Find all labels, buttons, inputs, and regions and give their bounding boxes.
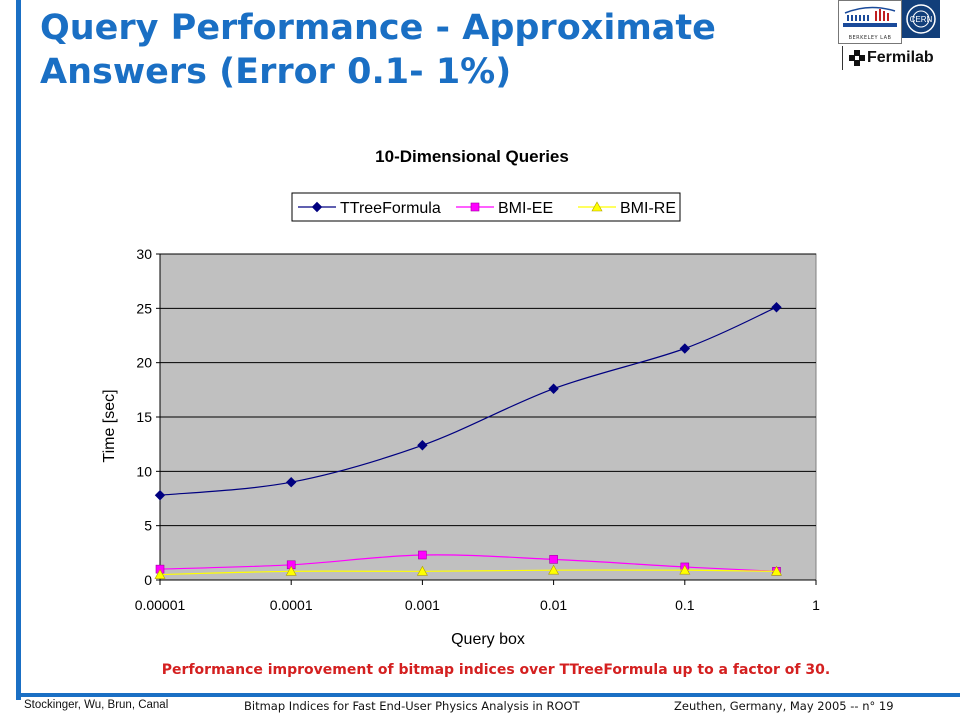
x-tick-label: 0.00001 <box>135 597 186 613</box>
cern-logo-text: CERN <box>910 15 933 24</box>
x-tick-label: 0.1 <box>675 597 695 613</box>
legend-marker <box>470 202 480 212</box>
data-point <box>418 550 427 560</box>
y-tick-label: 5 <box>144 518 152 534</box>
y-tick-label: 25 <box>136 300 152 316</box>
fermilab-label: Fermilab <box>867 49 934 66</box>
legend-item: BMI-EE <box>456 200 553 217</box>
x-tick-label: 0.001 <box>405 597 440 613</box>
x-tick-label: 1 <box>812 597 820 613</box>
y-tick-label: 20 <box>136 355 152 371</box>
data-point <box>679 564 691 575</box>
data-point <box>154 490 166 501</box>
footer-authors: Stockinger, Wu, Brun, Canal <box>24 699 169 711</box>
footer-talk-title: Bitmap Indices for Fast End-User Physics… <box>244 699 580 713</box>
y-tick-label: 0 <box>144 572 152 588</box>
series-ttreeformula <box>154 302 782 501</box>
slide-title: Query Performance - Approximate Answers … <box>40 6 800 94</box>
x-axis-label: Query box <box>451 631 525 648</box>
data-point <box>770 565 783 576</box>
slide-title-line-2: Answers (Error 0.1- 1%) <box>40 52 512 92</box>
legend-label: BMI-EE <box>498 200 553 217</box>
x-tick-label: 0.0001 <box>270 597 313 613</box>
data-point <box>285 565 297 576</box>
series-line <box>159 306 777 496</box>
x-tick-label: 0.01 <box>540 597 567 613</box>
x-axis: 0.00001 0.0001 0.001 0.01 0.1 1 <box>135 579 820 613</box>
data-point <box>548 383 559 394</box>
y-axis-label: Time [sec] <box>101 389 118 462</box>
chart-legend: TTreeFormula BMI-EE BMI-RE <box>291 192 681 222</box>
data-point <box>417 440 428 451</box>
data-point <box>285 476 297 488</box>
fermilab-icon <box>849 50 865 66</box>
legend-label: TTreeFormula <box>340 200 441 217</box>
data-point <box>548 564 560 575</box>
berkeley-lab-logo: BERKELEY LAB <box>838 0 902 44</box>
fermilab-logo: Fermilab <box>842 46 943 70</box>
data-point <box>549 555 558 564</box>
cern-logo: CERN <box>902 0 940 38</box>
footer-venue-page: Zeuthen, Germany, May 2005 -- n° 19 <box>674 699 894 713</box>
data-point <box>679 343 691 354</box>
chart: 10-Dimensional Queries TTreeFormula BMI-E… <box>101 147 820 648</box>
series-bmi-re <box>154 564 783 579</box>
slide-caption: Performance improvement of bitmap indice… <box>161 662 831 678</box>
cern-icon: CERN <box>906 4 936 34</box>
berkeley-lab-label: BERKELEY LAB <box>848 35 892 41</box>
y-axis: 0 5 10 15 20 25 30 <box>136 246 161 588</box>
bottom-accent-bar <box>16 693 960 697</box>
institution-logos: BERKELEY LAB CERN Fermilab <box>838 0 960 74</box>
legend-item: TTreeFormula <box>298 200 441 217</box>
chart-title: 10-Dimensional Queries <box>375 147 569 166</box>
series-layer <box>154 302 783 579</box>
legend-label: BMI-RE <box>620 200 676 217</box>
legend-marker <box>311 201 323 213</box>
y-tick-label: 10 <box>136 463 152 479</box>
data-point <box>416 565 428 576</box>
slide-title-line-1: Query Performance - Approximate <box>40 8 716 48</box>
legend-item: BMI-RE <box>578 200 676 217</box>
data-point <box>771 302 782 313</box>
y-tick-label: 15 <box>136 409 152 425</box>
data-point <box>154 568 166 579</box>
legend-marker <box>591 201 603 212</box>
y-tick-label: 30 <box>136 246 152 262</box>
left-accent-bar <box>16 0 21 700</box>
berkeley-lab-icon <box>843 6 897 27</box>
